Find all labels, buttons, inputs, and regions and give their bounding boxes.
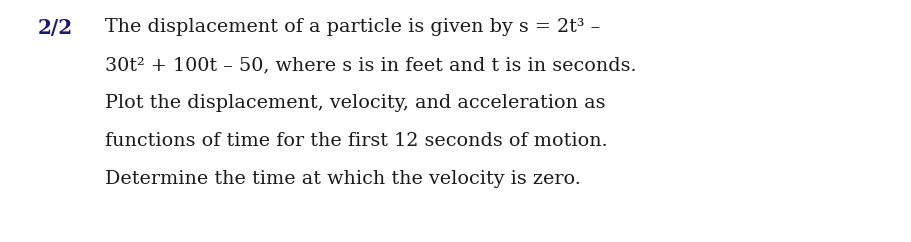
Text: functions of time for the first 12 seconds of motion.: functions of time for the first 12 secon… <box>105 132 608 150</box>
Text: Plot the displacement, velocity, and acceleration as: Plot the displacement, velocity, and acc… <box>105 94 606 112</box>
Text: 30t² + 100t – 50, where s is in feet and t is in seconds.: 30t² + 100t – 50, where s is in feet and… <box>105 56 637 74</box>
Text: 2/2: 2/2 <box>38 18 73 38</box>
Text: Determine the time at which the velocity is zero.: Determine the time at which the velocity… <box>105 170 580 188</box>
Text: The displacement of a particle is given by s = 2t³ –: The displacement of a particle is given … <box>105 18 600 36</box>
